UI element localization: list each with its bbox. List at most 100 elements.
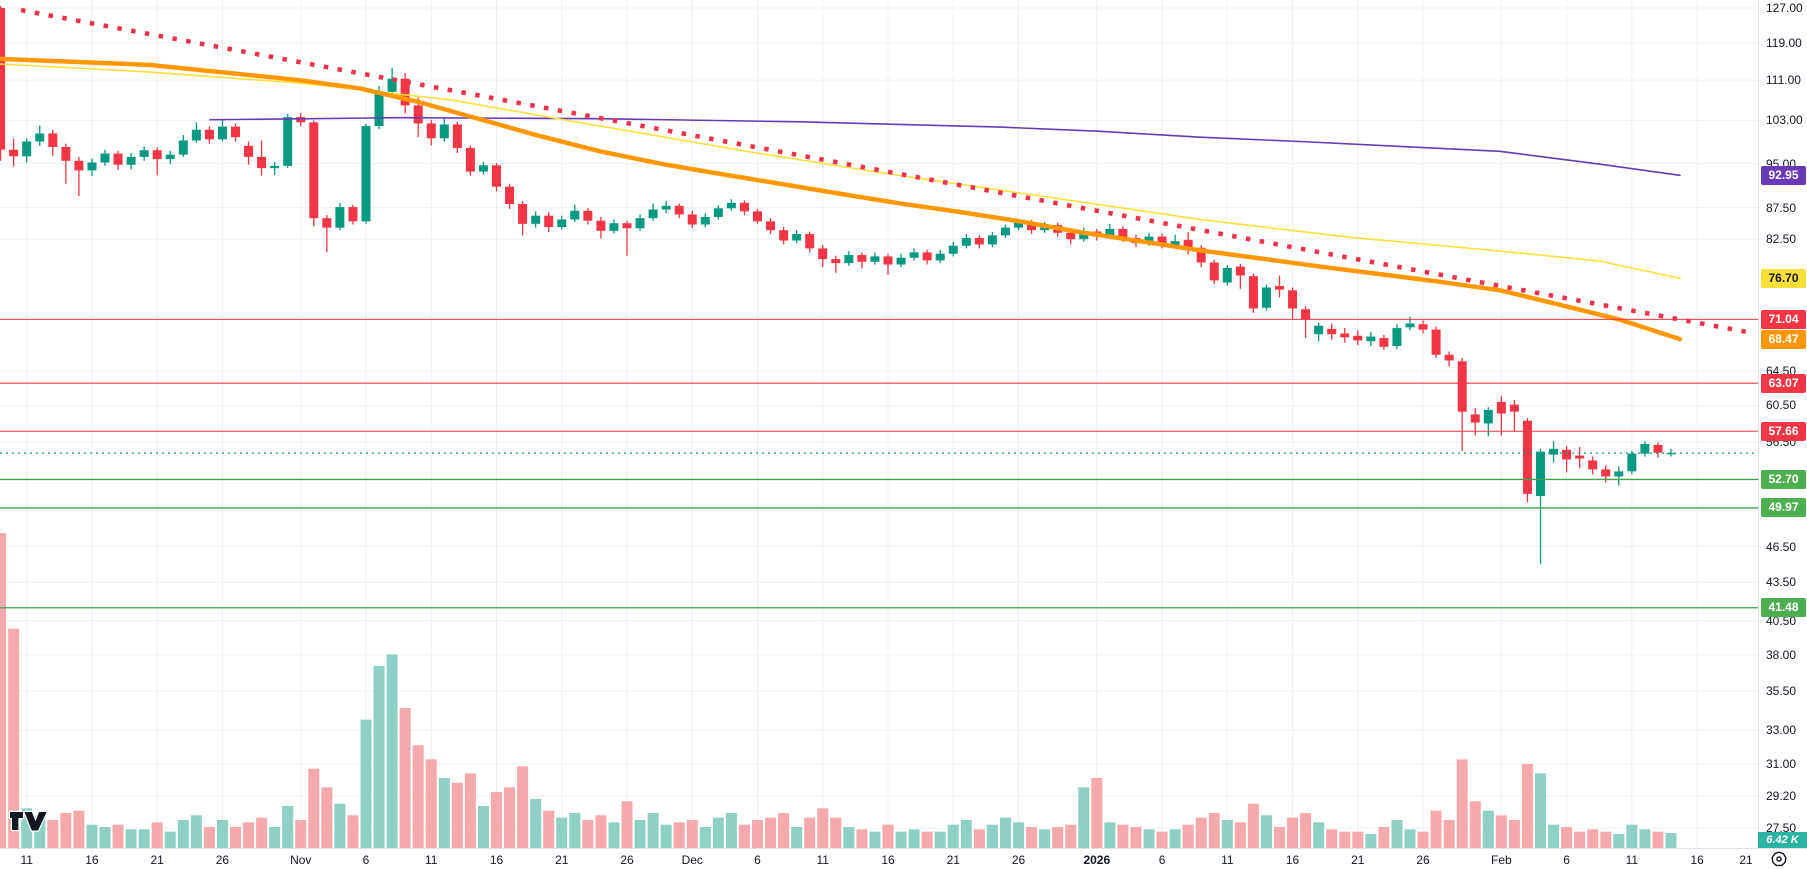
time-tick-label: 6	[754, 853, 761, 867]
candle-body	[1405, 323, 1415, 328]
candle-body	[1079, 231, 1089, 240]
time-axis[interactable]: 11 16 21 26 Nov 6 11 16 21 26 Dec 6 11 16 21 26 2026 6 11 1…	[0, 848, 1807, 869]
volume-bar	[1260, 815, 1272, 848]
volume-bar	[1378, 827, 1390, 848]
price-axis[interactable]: 127.00 119.00 111.00 103.00 95.00 87.50 82.50 6…	[1758, 0, 1807, 848]
price-chart-pane[interactable]	[0, 0, 1759, 854]
candle-body	[1483, 409, 1493, 424]
candle-body	[687, 214, 697, 225]
candle-body	[1418, 324, 1428, 330]
price-tick-label: 27.50	[1766, 821, 1797, 836]
chart-canvas[interactable]	[0, 0, 1759, 849]
candle-body	[152, 150, 162, 160]
candle-body	[1353, 335, 1363, 341]
candle-body	[896, 257, 906, 265]
volume-bar	[986, 824, 998, 848]
yellow-ma-value-badge: 76.70	[1761, 268, 1806, 288]
candle-body	[961, 237, 971, 246]
volume-bar	[1535, 773, 1546, 848]
candle-body	[1170, 241, 1180, 246]
volume-bar	[1339, 831, 1351, 848]
tradingview-logo[interactable]	[8, 806, 50, 832]
time-tick-label: 11	[20, 853, 33, 867]
volume-bar	[543, 810, 555, 848]
time-tick-label: 11	[816, 853, 829, 867]
candle-body	[1144, 236, 1154, 244]
candle-body	[987, 235, 997, 245]
volume-bar	[1208, 813, 1220, 848]
price-tick-label: 60.50	[1766, 398, 1797, 413]
volume-bar	[425, 759, 437, 848]
candle-body	[505, 186, 515, 205]
time-tick-label: 16	[1690, 853, 1704, 867]
price-tick-label: 33.00	[1766, 723, 1797, 738]
volume-bar	[569, 813, 581, 848]
volume-bar	[47, 820, 59, 848]
volume-bar	[1508, 820, 1520, 848]
volume-bar	[1026, 827, 1038, 848]
volume-bar	[295, 820, 307, 848]
volume-bar	[1365, 834, 1377, 848]
volume-bar	[203, 827, 215, 848]
volume-bar	[164, 831, 176, 848]
volume-bar	[673, 822, 685, 848]
time-tick-label: 21	[555, 853, 569, 867]
candle-body	[413, 105, 423, 124]
volume-bar	[1574, 831, 1586, 848]
support-2-badge: 49.97	[1761, 498, 1806, 518]
volume-bar	[804, 817, 816, 848]
volume-bar	[621, 801, 633, 848]
volume-bar	[321, 787, 333, 848]
time-tick-label: 21	[150, 853, 164, 867]
candle-body	[596, 220, 606, 231]
time-tick-label: Feb	[1491, 853, 1512, 867]
price-tick-label: 40.50	[1766, 613, 1797, 628]
volume-bar	[464, 773, 476, 848]
candle-body	[361, 126, 371, 222]
candle-body	[9, 149, 19, 157]
candle-body	[739, 202, 749, 212]
candle-body	[387, 78, 397, 92]
time-tick-label: 26	[620, 853, 634, 867]
volume-bar	[1065, 824, 1077, 848]
price-tick-label: 103.00	[1766, 113, 1803, 128]
candle-body	[870, 256, 880, 262]
volume-bar	[973, 829, 985, 848]
candle-body	[1066, 232, 1076, 240]
volume-bar	[1052, 827, 1064, 848]
volume-bar	[1404, 829, 1416, 848]
volume-bar	[1613, 834, 1625, 848]
volume-bar	[1326, 829, 1338, 848]
candle-body	[0, 8, 6, 150]
candle-body	[974, 237, 984, 245]
candle-body	[400, 78, 410, 106]
candle-body	[1157, 236, 1167, 246]
candle-body	[178, 140, 188, 155]
candle-body	[348, 207, 358, 222]
candle-body	[335, 207, 345, 228]
volume-bar	[360, 719, 372, 848]
resistance-3-badge: 57.66	[1761, 421, 1806, 441]
volume-bar	[686, 820, 698, 848]
candle-body	[609, 223, 619, 231]
candle-body	[531, 215, 541, 224]
candle-body	[322, 218, 332, 228]
support-1-badge: 52.70	[1761, 469, 1806, 489]
candle-body	[661, 205, 671, 210]
volume-bar	[1548, 824, 1560, 848]
volume-bar	[8, 628, 20, 848]
candle-body	[22, 141, 32, 157]
volume-bar	[1143, 829, 1155, 848]
candle-body	[831, 259, 841, 264]
candle-body	[1366, 336, 1376, 342]
volume-bar	[921, 831, 933, 848]
candle-body	[1496, 401, 1506, 414]
candle-body	[700, 216, 710, 225]
volume-bar	[895, 831, 907, 848]
candle-body	[726, 202, 736, 209]
candle-body	[270, 165, 280, 169]
gear-icon[interactable]	[1769, 850, 1789, 868]
candle-body	[465, 148, 475, 172]
volume-bar	[1495, 815, 1507, 848]
